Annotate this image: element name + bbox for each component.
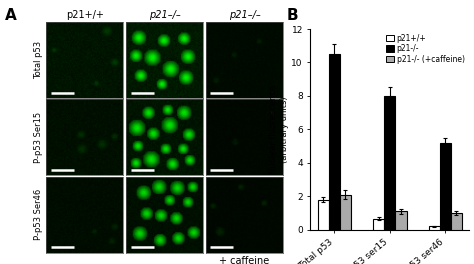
Bar <box>428 226 440 230</box>
Bar <box>340 195 351 230</box>
Text: A: A <box>5 8 17 23</box>
Bar <box>451 213 462 230</box>
Text: p21–/–: p21–/– <box>228 10 260 20</box>
Legend: p21+/+, p21-/-, p21-/- (+caffeine): p21+/+, p21-/-, p21-/- (+caffeine) <box>385 33 465 64</box>
Text: P-p53 Ser46: P-p53 Ser46 <box>34 189 43 240</box>
Text: P-p53 Ser15: P-p53 Ser15 <box>34 112 43 163</box>
Bar <box>384 96 395 230</box>
Y-axis label: Nuclear fluorescence
(arbitrary units): Nuclear fluorescence (arbitrary units) <box>269 85 289 174</box>
Bar <box>318 200 329 230</box>
Text: p21+/+: p21+/+ <box>66 10 104 20</box>
Text: p21–/–: p21–/– <box>149 10 181 20</box>
Text: Total p53: Total p53 <box>34 41 43 79</box>
Bar <box>395 211 407 230</box>
Bar <box>440 143 451 230</box>
Bar <box>329 54 340 230</box>
Text: B: B <box>287 8 299 23</box>
Bar <box>373 219 384 230</box>
Text: + caffeine: + caffeine <box>219 256 270 264</box>
